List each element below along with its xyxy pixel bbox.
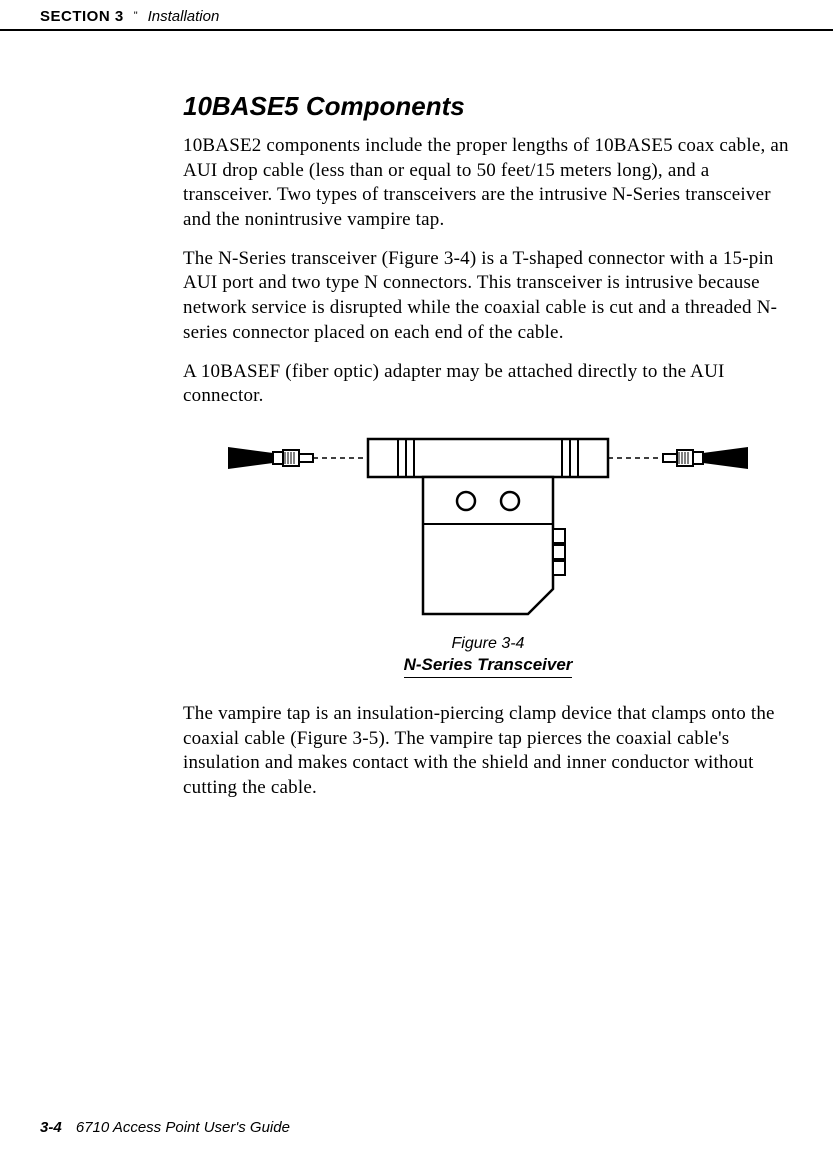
- header-title: Installation: [148, 8, 220, 25]
- section-heading: 10BASE5 Components: [183, 91, 793, 122]
- footer-page-number: 3-4: [40, 1119, 62, 1136]
- paragraph-1: 10BASE2 components include the proper le…: [183, 134, 793, 233]
- figure-number: Figure 3-4: [404, 635, 573, 653]
- figure-3-4: Figure 3-4 N-Series Transceiver: [183, 429, 793, 678]
- page-header: SECTION 3 " Installation: [0, 0, 833, 31]
- paragraph-3: A 10BASEF (fiber optic) adapter may be a…: [183, 360, 793, 409]
- n-series-transceiver-diagram: [228, 429, 748, 629]
- header-separator: ": [134, 10, 138, 22]
- page-footer: 3-4 6710 Access Point User's Guide: [40, 1119, 290, 1136]
- page-content: 10BASE5 Components 10BASE2 components in…: [0, 31, 833, 801]
- header-section: SECTION 3: [40, 8, 124, 25]
- paragraph-4: The vampire tap is an insulation-piercin…: [183, 702, 793, 801]
- figure-caption: Figure 3-4 N-Series Transceiver: [404, 635, 573, 678]
- footer-book-title: 6710 Access Point User's Guide: [76, 1119, 290, 1136]
- figure-title: N-Series Transceiver: [404, 655, 573, 678]
- paragraph-2: The N-Series transceiver (Figure 3-4) is…: [183, 247, 793, 346]
